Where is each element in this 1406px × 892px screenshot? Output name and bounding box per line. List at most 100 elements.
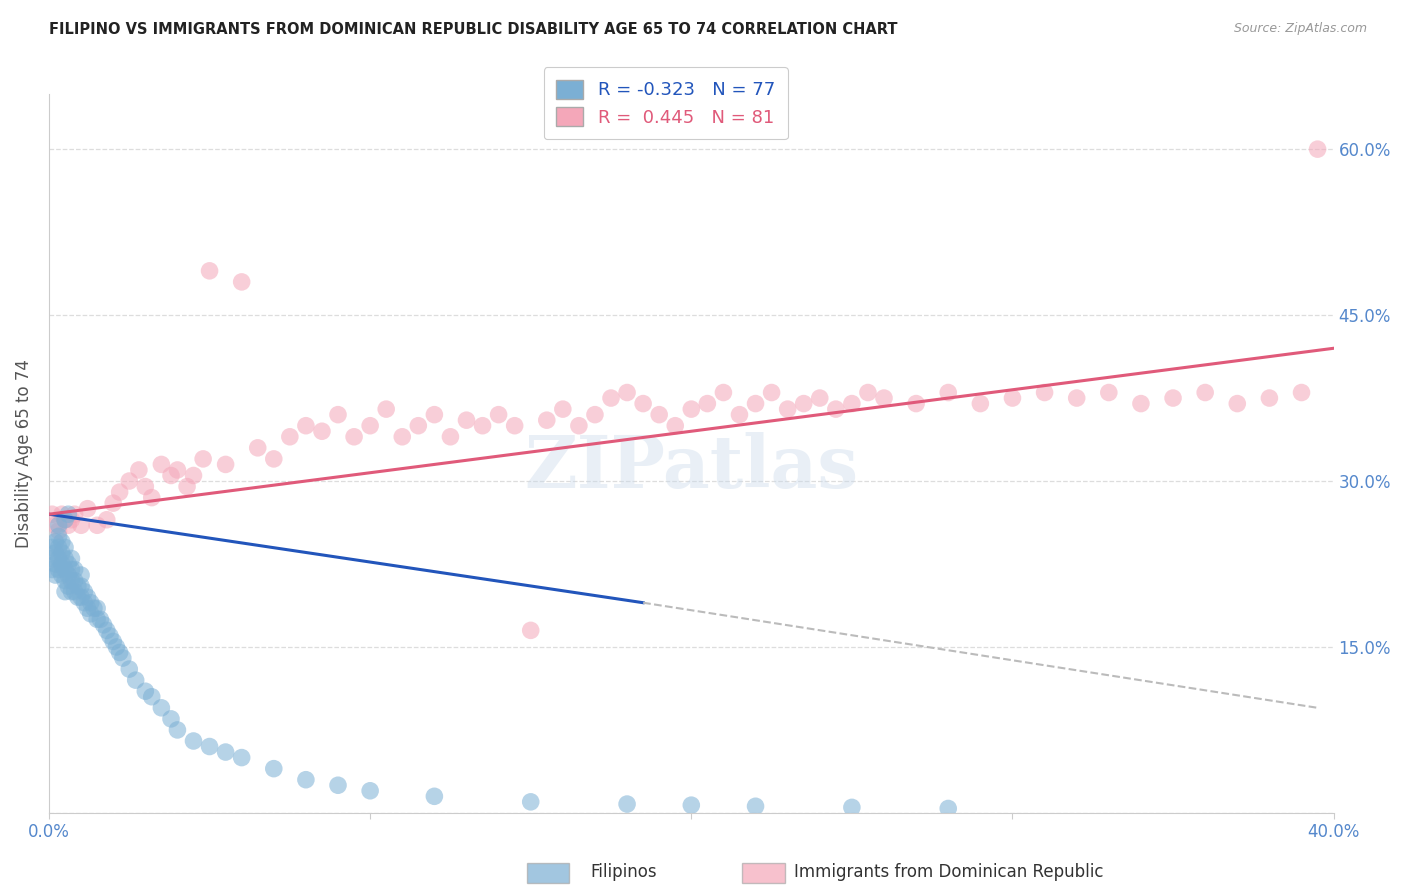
Point	[60, 584, 83, 599]
Point	[1129, 396, 1152, 410]
Point	[359, 418, 381, 433]
Point	[761, 385, 783, 400]
Point	[936, 385, 959, 400]
Point	[681, 402, 703, 417]
Point	[53, 541, 76, 555]
Point	[44, 518, 66, 533]
Point	[73, 596, 96, 610]
Point	[824, 402, 846, 417]
Point	[969, 396, 991, 410]
Point	[108, 485, 131, 500]
Point	[44, 568, 66, 582]
Point	[53, 562, 76, 576]
Point	[105, 640, 128, 654]
Point	[73, 584, 96, 599]
Point	[76, 590, 98, 604]
Point	[776, 402, 799, 417]
Point	[58, 579, 80, 593]
Point	[423, 408, 446, 422]
Point	[728, 408, 751, 422]
Point	[44, 557, 66, 571]
Point	[616, 797, 638, 811]
Point	[1033, 385, 1056, 400]
Point	[198, 264, 221, 278]
Point	[51, 507, 73, 521]
Point	[76, 601, 98, 615]
Point	[48, 541, 70, 555]
Point	[681, 798, 703, 813]
Point	[583, 408, 606, 422]
Point	[616, 385, 638, 400]
Point	[41, 507, 63, 521]
Y-axis label: Disability Age 65 to 74: Disability Age 65 to 74	[15, 359, 32, 548]
Point	[98, 629, 121, 643]
Point	[70, 579, 93, 593]
Point	[141, 690, 163, 704]
Point	[48, 518, 70, 533]
Point	[58, 568, 80, 582]
Point	[488, 408, 510, 422]
Point	[873, 391, 896, 405]
Point	[60, 513, 83, 527]
Point	[359, 784, 381, 798]
Point	[70, 568, 93, 582]
Point	[744, 396, 766, 410]
Point	[150, 458, 173, 472]
Point	[1194, 385, 1216, 400]
Point	[63, 507, 86, 521]
Point	[841, 800, 863, 814]
Point	[295, 418, 318, 433]
Text: Source: ZipAtlas.com: Source: ZipAtlas.com	[1233, 22, 1367, 36]
Point	[44, 546, 66, 560]
Point	[471, 418, 494, 433]
Point	[160, 712, 183, 726]
Point	[375, 402, 398, 417]
Point	[111, 651, 134, 665]
Point	[86, 518, 108, 533]
Point	[166, 723, 188, 737]
Point	[51, 568, 73, 582]
Point	[326, 778, 349, 792]
Point	[176, 479, 198, 493]
Point	[89, 612, 111, 626]
Point	[141, 491, 163, 505]
Point	[1161, 391, 1184, 405]
Point	[51, 557, 73, 571]
Point	[63, 584, 86, 599]
Point	[41, 541, 63, 555]
Point	[856, 385, 879, 400]
Point	[80, 607, 103, 621]
Point	[44, 534, 66, 549]
Point	[600, 391, 623, 405]
Point	[278, 430, 301, 444]
Point	[198, 739, 221, 754]
Point	[936, 801, 959, 815]
Point	[631, 396, 654, 410]
Point	[808, 391, 831, 405]
Point	[664, 418, 686, 433]
Point	[841, 396, 863, 410]
Point	[66, 579, 89, 593]
Point	[58, 518, 80, 533]
Point	[53, 513, 76, 527]
Point	[86, 601, 108, 615]
Point	[166, 463, 188, 477]
Point	[160, 468, 183, 483]
Point	[568, 418, 591, 433]
Point	[128, 463, 150, 477]
Point	[134, 479, 156, 493]
Point	[408, 418, 430, 433]
Point	[423, 789, 446, 804]
Point	[86, 612, 108, 626]
Point	[93, 617, 115, 632]
Point	[51, 546, 73, 560]
Point	[391, 430, 413, 444]
Point	[648, 408, 671, 422]
Text: Immigrants from Dominican Republic: Immigrants from Dominican Republic	[794, 863, 1104, 881]
Point	[80, 596, 103, 610]
Point	[1001, 391, 1024, 405]
Point	[60, 574, 83, 588]
Point	[1258, 391, 1281, 405]
Point	[343, 430, 366, 444]
Legend: R = -0.323   N = 77, R =  0.445   N = 81: R = -0.323 N = 77, R = 0.445 N = 81	[544, 67, 787, 139]
